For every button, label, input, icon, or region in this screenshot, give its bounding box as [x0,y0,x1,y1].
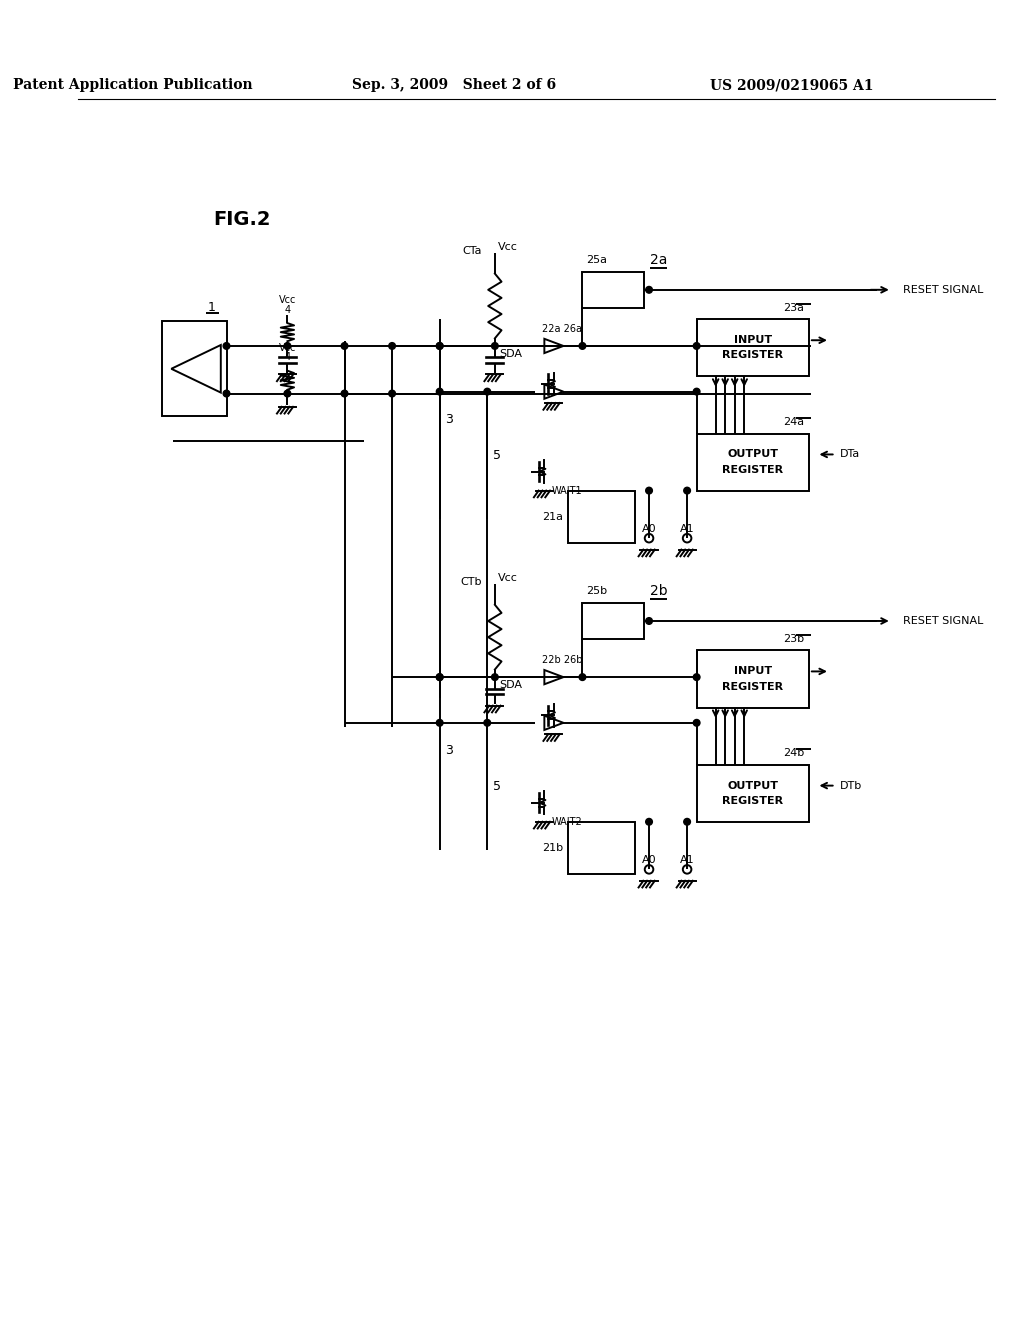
Text: SDA: SDA [500,680,522,690]
Circle shape [284,391,291,397]
Text: 24b: 24b [783,748,804,758]
Text: Vcc: Vcc [279,343,296,352]
Text: 4: 4 [285,305,291,314]
Circle shape [693,343,700,350]
Text: 23a: 23a [783,302,804,313]
Circle shape [389,391,395,397]
Bar [583,603,644,639]
Text: 21a: 21a [543,512,563,521]
Text: 3: 3 [445,413,454,426]
Circle shape [693,719,700,726]
Circle shape [436,388,443,395]
Text: 25b: 25b [586,586,607,597]
Circle shape [580,673,586,681]
Circle shape [693,388,700,395]
Text: FIG.2: FIG.2 [213,210,270,228]
Circle shape [484,388,490,395]
Circle shape [436,673,443,681]
Text: 5: 5 [493,780,501,793]
Text: SDA: SDA [500,348,522,359]
Text: A0: A0 [642,524,656,533]
Circle shape [580,343,586,350]
Text: 24a: 24a [783,417,804,428]
Circle shape [341,343,348,350]
Text: Vcc: Vcc [279,296,296,305]
Text: INPUT: INPUT [734,335,772,346]
Text: 25a: 25a [586,255,607,265]
Circle shape [389,343,395,350]
Text: Vcc: Vcc [499,573,518,583]
Text: OUTPUT: OUTPUT [727,449,778,459]
Text: Vcc: Vcc [499,242,518,252]
Circle shape [693,673,700,681]
Text: A0: A0 [642,855,656,865]
Circle shape [646,618,652,624]
Circle shape [284,343,291,350]
Text: RESET SIGNAL: RESET SIGNAL [903,285,983,294]
Text: OUTPUT: OUTPUT [727,780,778,791]
Text: 21b: 21b [543,843,563,853]
Circle shape [436,343,443,350]
Circle shape [646,487,652,494]
Circle shape [646,818,652,825]
Text: 3: 3 [445,744,454,756]
Text: REGISTER: REGISTER [722,351,783,360]
Text: 5: 5 [493,449,501,462]
Text: 2b: 2b [650,585,668,598]
Text: Patent Application Publication: Patent Application Publication [13,78,253,92]
Circle shape [436,343,443,350]
Text: WAIT2: WAIT2 [552,817,583,826]
Circle shape [436,719,443,726]
Text: WAIT1: WAIT1 [552,486,583,495]
Circle shape [484,719,490,726]
Circle shape [684,487,690,494]
Bar [696,764,809,822]
Bar [162,321,226,416]
Bar [696,433,809,491]
Text: A1: A1 [680,524,694,533]
Circle shape [646,286,652,293]
Bar [696,319,809,376]
Circle shape [492,343,499,350]
Text: 22a 26a: 22a 26a [543,323,583,334]
Circle shape [223,391,229,397]
Bar [568,822,635,874]
Text: INPUT: INPUT [734,667,772,676]
Circle shape [492,673,499,681]
Text: CTb: CTb [460,577,481,587]
Text: REGISTER: REGISTER [722,681,783,692]
Text: DTb: DTb [840,780,861,791]
Text: 22b 26b: 22b 26b [543,655,583,665]
Text: 4: 4 [285,352,291,363]
Bar [583,272,644,308]
Text: DTa: DTa [840,449,859,459]
Text: 1: 1 [207,301,215,314]
Bar [568,491,635,543]
Text: Sep. 3, 2009   Sheet 2 of 6: Sep. 3, 2009 Sheet 2 of 6 [352,78,556,92]
Text: 2a: 2a [650,253,668,267]
Text: REGISTER: REGISTER [722,796,783,805]
Text: US 2009/0219065 A1: US 2009/0219065 A1 [710,78,873,92]
Circle shape [223,343,229,350]
Text: A1: A1 [680,855,694,865]
Circle shape [341,391,348,397]
Text: REGISTER: REGISTER [722,465,783,475]
Circle shape [684,818,690,825]
Circle shape [436,673,443,681]
Text: CTa: CTa [462,246,481,256]
Bar [696,651,809,708]
Text: RESET SIGNAL: RESET SIGNAL [903,616,983,626]
Text: 23b: 23b [783,634,804,644]
